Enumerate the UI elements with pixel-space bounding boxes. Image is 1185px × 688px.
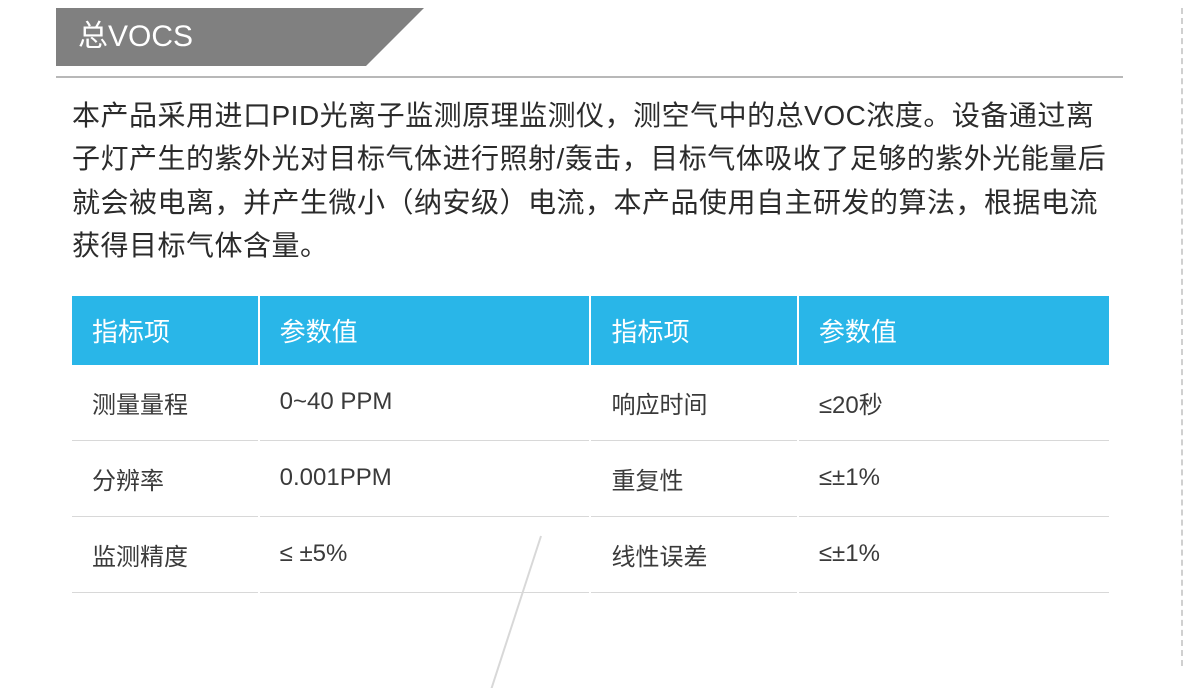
section-header: 总VOCS bbox=[56, 8, 1181, 66]
spec-table: 指标项 参数值 指标项 参数值 测量量程 0~40 PPM 响应时间 ≤20秒 … bbox=[72, 296, 1109, 593]
table-header-cell: 参数值 bbox=[259, 296, 591, 365]
table-cell: 响应时间 bbox=[590, 365, 797, 441]
table-row: 分辨率 0.001PPM 重复性 ≤±1% bbox=[72, 440, 1109, 516]
page-container: 总VOCS 本产品采用进口PID光离子监测原理监测仪，测空气中的总VOC浓度。设… bbox=[0, 8, 1183, 666]
table-header-cell: 指标项 bbox=[72, 296, 259, 365]
table-cell: ≤20秒 bbox=[798, 365, 1109, 441]
table-cell: 0~40 PPM bbox=[259, 365, 591, 441]
description-paragraph: 本产品采用进口PID光离子监测原理监测仪，测空气中的总VOC浓度。设备通过离子灯… bbox=[72, 94, 1109, 268]
table-row: 监测精度 ≤ ±5% 线性误差 ≤±1% bbox=[72, 516, 1109, 592]
table-row: 测量量程 0~40 PPM 响应时间 ≤20秒 bbox=[72, 365, 1109, 441]
table-cell: 重复性 bbox=[590, 440, 797, 516]
table-cell: ≤±1% bbox=[798, 440, 1109, 516]
spec-table-container: 指标项 参数值 指标项 参数值 测量量程 0~40 PPM 响应时间 ≤20秒 … bbox=[72, 296, 1109, 593]
section-title: 总VOCS bbox=[78, 20, 193, 53]
table-cell: 0.001PPM bbox=[259, 440, 591, 516]
table-cell: 线性误差 bbox=[590, 516, 797, 592]
section-title-banner: 总VOCS bbox=[56, 8, 366, 66]
table-cell: ≤±1% bbox=[798, 516, 1109, 592]
header-underline bbox=[56, 76, 1123, 78]
table-cell: 监测精度 bbox=[72, 516, 259, 592]
table-cell: 测量量程 bbox=[72, 365, 259, 441]
table-header-cell: 参数值 bbox=[798, 296, 1109, 365]
table-cell: 分辨率 bbox=[72, 440, 259, 516]
table-header-row: 指标项 参数值 指标项 参数值 bbox=[72, 296, 1109, 365]
table-cell: ≤ ±5% bbox=[259, 516, 591, 592]
table-header-cell: 指标项 bbox=[590, 296, 797, 365]
